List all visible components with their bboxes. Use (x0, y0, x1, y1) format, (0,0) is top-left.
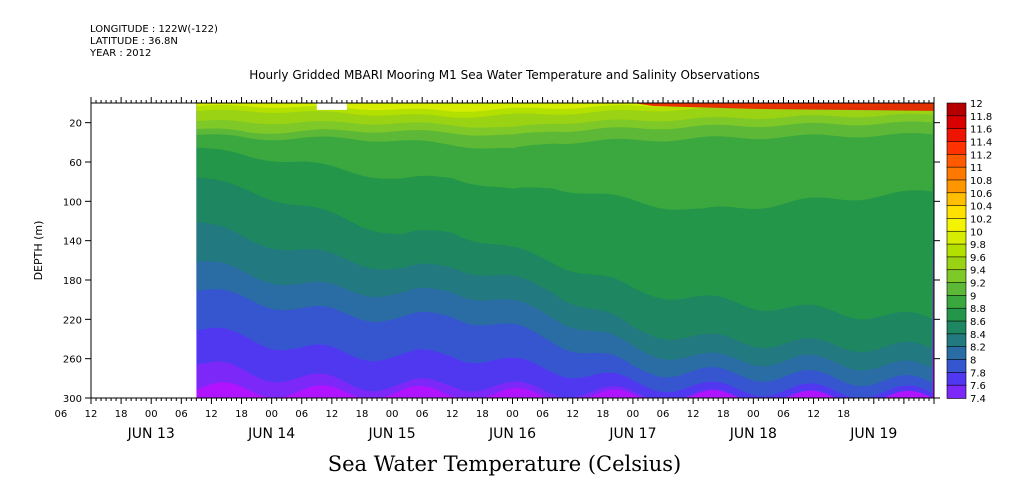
y-tick-label: 180 (63, 276, 82, 287)
x-hour-label: 12 (687, 409, 700, 420)
colorbar-label: 7.4 (970, 394, 986, 405)
x-hour-label: 00 (145, 409, 158, 420)
colorbar-label: 8.6 (970, 317, 986, 328)
x-hour-label: 12 (85, 409, 98, 420)
x-hour-label: 18 (596, 409, 609, 420)
colorbar-swatch (946, 205, 967, 220)
colorbar-label: 8.8 (970, 304, 986, 315)
colorbar-swatch (946, 230, 967, 245)
x-hour-label: 12 (807, 409, 820, 420)
x-hour-label: 00 (506, 409, 519, 420)
colorbar-label: 9.6 (970, 253, 986, 264)
longitude-label: LONGITUDE : 122W(-122) (90, 24, 218, 35)
y-tick-label: 20 (69, 119, 82, 130)
colorbar-label: 11.2 (970, 150, 992, 161)
colorbar-label: 11.6 (970, 125, 992, 136)
colorbar-label: 9.8 (970, 240, 986, 251)
colorbar-label: 8.2 (970, 343, 986, 354)
colorbar-swatch (946, 359, 967, 374)
x-hour-label: 12 (566, 409, 579, 420)
colorbar-swatch (946, 141, 967, 156)
colorbar-label: 11.8 (970, 112, 992, 123)
x-date-label: JUN 18 (729, 426, 777, 442)
colorbar-swatch (946, 166, 967, 181)
x-date-label: JUN 14 (247, 426, 295, 442)
x-hour-label: 18 (476, 409, 489, 420)
colorbar-swatch (946, 372, 967, 386)
colorbar-label: 7.6 (970, 381, 986, 392)
x-date-label: JUN 17 (608, 426, 656, 442)
colorbar-label: 10.6 (970, 189, 992, 200)
colorbar-swatch (946, 307, 967, 322)
x-date-label: JUN 19 (849, 426, 897, 442)
x-hour-label: 18 (115, 409, 128, 420)
x-hour-label: 18 (235, 409, 248, 420)
y-tick-label: 140 (63, 237, 82, 248)
x-hour-label: 18 (356, 409, 369, 420)
colorbar-label: 9 (970, 291, 976, 302)
colorbar-label: 7.8 (970, 368, 986, 379)
temperature-chart: 20 60 100 140 180 220 260 300 DEPTH (m) 06 12 18 00 0… (32, 97, 992, 442)
x-date-label: JUN 15 (368, 426, 416, 442)
colorbar-swatch (946, 218, 967, 233)
x-axis-label: Sea Water Temperature (Celsius) (327, 452, 682, 476)
y-tick-label: 100 (63, 197, 82, 208)
colorbar-swatch (946, 115, 967, 130)
x-hour-label: 06 (416, 409, 429, 420)
x-hour-label: 06 (55, 409, 68, 420)
colorbar-label: 10 (970, 227, 983, 238)
colorbar-swatch (946, 333, 967, 348)
colorbar-label: 8.4 (970, 330, 986, 341)
colorbar-label: 11 (970, 163, 983, 174)
colorbar-label: 11.4 (970, 137, 992, 148)
colorbar-swatch (946, 282, 967, 297)
contour-field (196, 103, 934, 398)
chart-title: Hourly Gridded MBARI Mooring M1 Sea Wate… (249, 68, 760, 82)
x-date-label: JUN 13 (127, 426, 175, 442)
x-hour-label: 18 (837, 409, 850, 420)
colorbar-label: 9.2 (970, 279, 986, 290)
colorbar-swatch (946, 102, 967, 117)
colorbar-swatch (946, 384, 967, 399)
x-hour-label: 00 (747, 409, 760, 420)
colorbar-label: 10.2 (970, 214, 992, 225)
x-hour-label: 06 (777, 409, 790, 420)
y-tick-label: 300 (63, 394, 82, 405)
x-hour-label: 06 (175, 409, 188, 420)
x-hour-label: 00 (627, 409, 640, 420)
y-tick-label: 220 (63, 315, 82, 326)
colorbar-label: 9.4 (970, 266, 986, 277)
colorbar-label: 10.4 (970, 202, 992, 213)
colorbar-swatch (946, 295, 967, 310)
y-axis-label: DEPTH (m) (32, 221, 45, 281)
year-label: YEAR : 2012 (90, 48, 152, 59)
colorbar-swatch (946, 256, 967, 271)
data-gap (316, 103, 347, 110)
colorbar-label: 8 (970, 356, 976, 367)
colorbar-label: 12 (970, 99, 983, 110)
colorbar-swatch (946, 269, 967, 284)
x-hour-label: 12 (205, 409, 218, 420)
x-hour-label: 00 (386, 409, 399, 420)
x-hour-label: 12 (446, 409, 459, 420)
colorbar-swatch (946, 320, 967, 335)
warm-surface-layer (632, 103, 934, 111)
x-hour-label: 12 (325, 409, 338, 420)
y-tick-label: 260 (63, 355, 82, 366)
latitude-label: LATITUDE : 36.8N (90, 36, 178, 47)
x-hour-label: 06 (295, 409, 308, 420)
y-tick-label: 60 (69, 158, 82, 169)
x-hour-label: 06 (657, 409, 670, 420)
colorbar-swatch (946, 128, 967, 143)
x-date-label: JUN 16 (488, 426, 536, 442)
x-hour-label: 06 (536, 409, 549, 420)
colorbar-label: 10.8 (970, 176, 992, 187)
colorbar-swatch (946, 192, 967, 207)
colorbar-swatch (946, 243, 967, 258)
colorbar-swatch (946, 179, 967, 194)
colorbar-swatch (946, 154, 967, 168)
x-hour-label: 00 (265, 409, 278, 420)
colorbar-swatch (946, 346, 967, 361)
x-hour-label: 18 (717, 409, 730, 420)
